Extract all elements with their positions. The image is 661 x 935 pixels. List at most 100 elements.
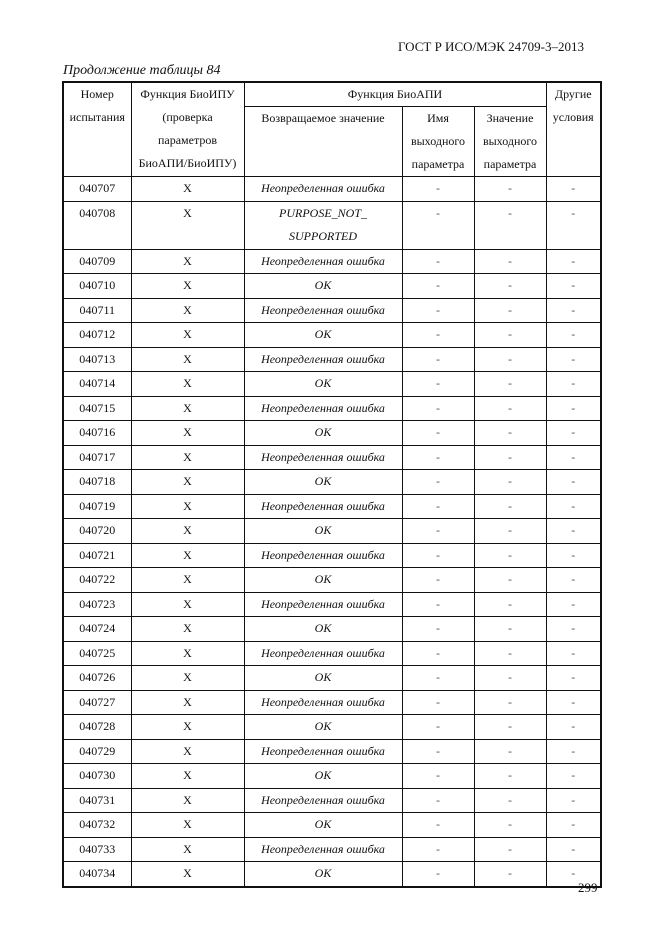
output-name-cell: - <box>401 518 475 544</box>
other-conditions-cell: - <box>545 861 602 887</box>
output-value-cell: - <box>473 176 547 202</box>
bsp-check-cell: X <box>130 346 245 372</box>
output-name-cell: - <box>401 714 475 740</box>
return-value-cell: Неопределенная ошибка <box>243 493 403 519</box>
test-number-cell: 040721 <box>62 542 132 568</box>
output-value-cell: - <box>473 714 547 740</box>
output-value-cell: - <box>473 616 547 642</box>
test-number-cell: 040720 <box>62 518 132 544</box>
header-return-value: Возвращаемое значение <box>243 106 403 177</box>
return-value-cell: Неопределенная ошибка <box>243 836 403 862</box>
output-value-cell: - <box>473 542 547 568</box>
table-row: 040714 X OK - - - <box>62 371 602 397</box>
bsp-check-cell: X <box>130 836 245 862</box>
test-number-cell: 040716 <box>62 420 132 446</box>
table-row: 040713 X Неопределенная ошибка - - - <box>62 346 602 372</box>
bsp-check-cell: X <box>130 322 245 348</box>
test-number-cell: 040730 <box>62 763 132 789</box>
output-value-cell: - <box>473 273 547 299</box>
other-conditions-cell: - <box>545 542 602 568</box>
test-number-cell: 040709 <box>62 248 132 274</box>
header-text: (проверка <box>162 110 213 124</box>
test-number-cell: 040731 <box>62 787 132 813</box>
bsp-check-cell: X <box>130 616 245 642</box>
bsp-check-cell: X <box>130 787 245 813</box>
return-value-cell: Неопределенная ошибка <box>243 346 403 372</box>
return-value-cell: OK <box>243 322 403 348</box>
other-conditions-cell: - <box>545 689 602 715</box>
return-value-cell: OK <box>243 812 403 838</box>
return-value-cell: OK <box>243 616 403 642</box>
output-value-cell: - <box>473 763 547 789</box>
header-text: выходного <box>482 134 538 148</box>
bsp-check-cell: X <box>130 371 245 397</box>
header-output-param-name: Имя выходного параметра <box>401 106 475 177</box>
header-text: Имя <box>427 111 449 125</box>
output-name-cell: - <box>401 493 475 519</box>
other-conditions-cell: - <box>545 567 602 593</box>
bsp-check-cell: X <box>130 591 245 617</box>
bsp-check-cell: X <box>130 567 245 593</box>
test-number-cell: 040734 <box>62 861 132 887</box>
bsp-check-cell: X <box>130 714 245 740</box>
test-number-cell: 040722 <box>62 567 132 593</box>
return-value-cell: OK <box>243 763 403 789</box>
output-value-cell: - <box>473 371 547 397</box>
output-name-cell: - <box>401 861 475 887</box>
return-value-cell: Неопределенная ошибка <box>243 689 403 715</box>
test-number-cell: 040711 <box>62 297 132 323</box>
table-row: 040709 X Неопределенная ошибка - - - <box>62 248 602 274</box>
table-row: 040733 X Неопределенная ошибка - - - <box>62 836 602 862</box>
test-table: Номер испытания Функция БиоИПУ (проверка… <box>62 81 602 888</box>
return-value-cell: OK <box>243 861 403 887</box>
other-conditions-cell: - <box>545 322 602 348</box>
output-value-cell: - <box>473 248 547 274</box>
return-value-line: PURPOSE_NOT_ <box>279 205 367 220</box>
return-value-cell: Неопределенная ошибка <box>243 395 403 421</box>
bsp-check-cell: X <box>130 273 245 299</box>
output-value-cell: - <box>473 444 547 470</box>
output-value-cell: - <box>473 812 547 838</box>
output-name-cell: - <box>401 591 475 617</box>
return-value-cell: Неопределенная ошибка <box>243 542 403 568</box>
table-row: 040722 X OK - - - <box>62 567 602 593</box>
output-name-cell: - <box>401 542 475 568</box>
bsp-check-cell: X <box>130 200 245 250</box>
other-conditions-cell: - <box>545 518 602 544</box>
output-name-cell: - <box>401 395 475 421</box>
bsp-check-cell: X <box>130 420 245 446</box>
table-row: 040707 X Неопределенная ошибка - - - <box>62 176 602 202</box>
output-name-cell: - <box>401 176 475 202</box>
output-name-cell: - <box>401 812 475 838</box>
table-row: 040727 X Неопределенная ошибка - - - <box>62 689 602 715</box>
test-number-cell: 040733 <box>62 836 132 862</box>
test-number-cell: 040724 <box>62 616 132 642</box>
other-conditions-cell: - <box>545 591 602 617</box>
header-text: параметров <box>157 133 218 147</box>
output-name-cell: - <box>401 567 475 593</box>
output-value-cell: - <box>473 297 547 323</box>
return-value-cell: OK <box>243 371 403 397</box>
table-row: 040715 X Неопределенная ошибка - - - <box>62 395 602 421</box>
output-name-cell: - <box>401 297 475 323</box>
table-row: 040729 X Неопределенная ошибка - - - <box>62 738 602 764</box>
test-number-cell: 040708 <box>62 200 132 250</box>
bsp-check-cell: X <box>130 469 245 495</box>
header-other-conditions: Другие условия <box>545 81 602 177</box>
table-row: 040725 X Неопределенная ошибка - - - <box>62 640 602 666</box>
test-number-cell: 040717 <box>62 444 132 470</box>
bsp-check-cell: X <box>130 861 245 887</box>
return-value-cell: OK <box>243 273 403 299</box>
header-bsp-function: Функция БиоИПУ (проверка параметров БиоА… <box>130 81 245 177</box>
header-text: выходного <box>410 134 466 148</box>
test-number-cell: 040713 <box>62 346 132 372</box>
bsp-check-cell: X <box>130 493 245 519</box>
header-text: Значение <box>486 111 534 125</box>
other-conditions-cell: - <box>545 346 602 372</box>
other-conditions-cell: - <box>545 248 602 274</box>
other-conditions-cell: - <box>545 420 602 446</box>
output-name-cell: - <box>401 689 475 715</box>
return-value-cell: OK <box>243 518 403 544</box>
output-name-cell: - <box>401 273 475 299</box>
output-name-cell: - <box>401 469 475 495</box>
